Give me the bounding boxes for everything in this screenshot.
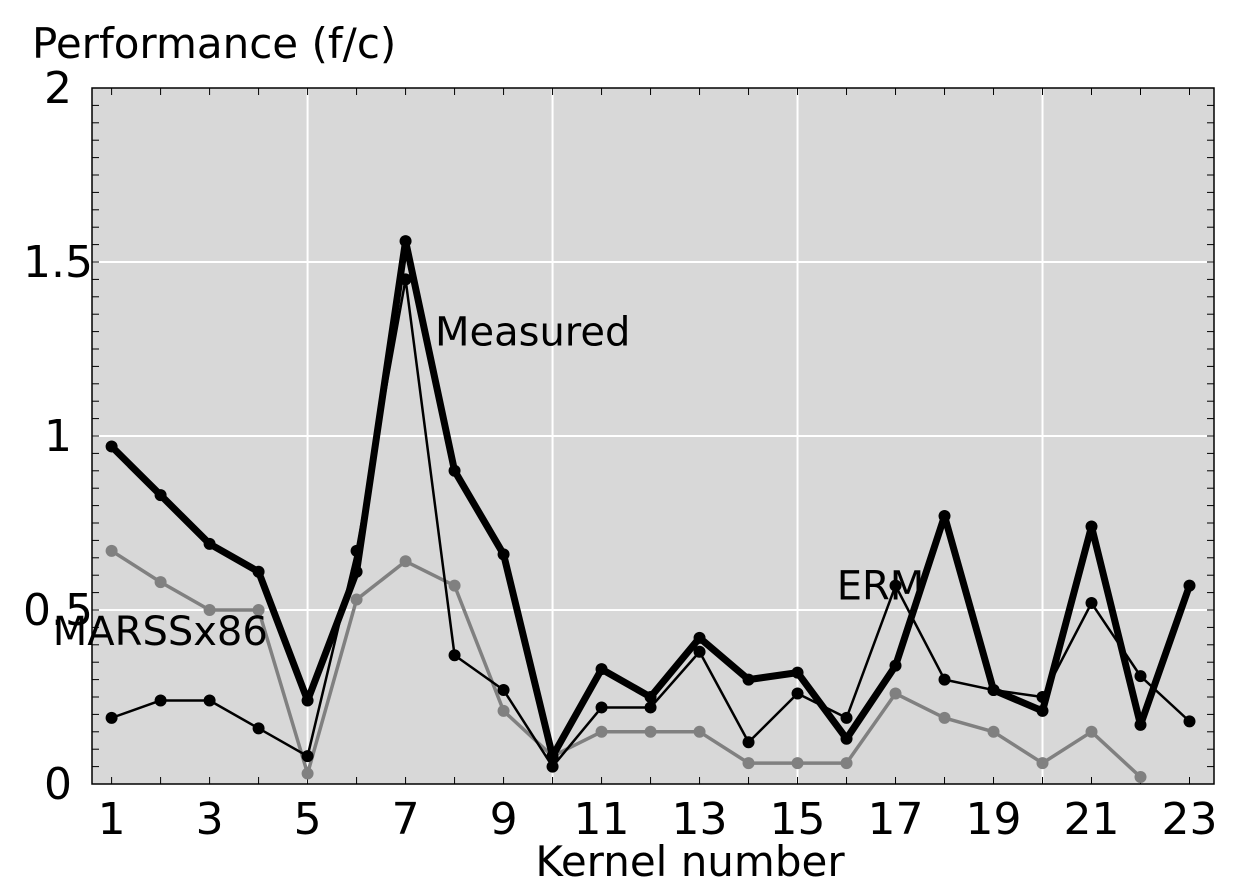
data-point-measured [1036,704,1049,717]
data-point-erm [1134,670,1147,683]
data-point-marssx86 [938,711,951,724]
x-tick-label: 5 [294,794,322,845]
data-point-erm [252,722,265,735]
data-point-erm [105,711,118,724]
plot-frame [91,87,1215,785]
x-tick-label: 9 [490,794,518,845]
data-point-measured [399,235,412,248]
data-point-marssx86 [448,579,461,592]
data-point-erm [742,736,755,749]
data-point-erm [203,694,216,707]
data-point-measured [595,663,608,676]
data-point-erm [497,684,510,697]
x-tick-label: 17 [868,794,924,845]
data-point-measured [1085,520,1098,533]
data-point-marssx86 [301,767,314,780]
data-point-marssx86 [105,544,118,557]
x-tick-label: 21 [1064,794,1120,845]
annotation-erm: ERM [837,564,925,610]
x-axis-title: Kernel number [535,837,845,886]
data-point-measured [350,565,363,578]
data-point-erm [1085,597,1098,610]
data-point-measured [791,666,804,679]
y-tick-labels: 0 0.5 1 1.5 2 [23,63,93,810]
data-point-measured [252,565,265,578]
data-point-erm [595,701,608,714]
data-point-erm [301,750,314,763]
data-point-marssx86 [350,593,363,606]
data-point-marssx86 [987,725,1000,738]
data-point-marssx86 [203,604,216,616]
series-line-marssx86 [109,549,1143,779]
data-point-measured [693,631,706,644]
data-point-erm [644,701,657,714]
series-erm-group [105,273,1196,773]
x-tick-label: 13 [672,794,728,845]
y-tick-label: 0.5 [23,585,93,636]
data-point-marssx86 [889,687,902,700]
data-point-erm [448,649,461,662]
series-measured-group [105,235,1196,763]
data-point-marssx86 [644,725,657,738]
x-tick-label: 1 [98,794,126,845]
x-tick-labels: 1 3 5 7 9 11 13 15 17 19 21 23 [98,794,1218,845]
data-point-erm [693,645,706,658]
data-point-marssx86 [399,555,412,568]
y-tick-label: 1 [44,411,72,462]
data-point-measured [987,684,1000,697]
data-point-measured [938,510,951,523]
data-point-marssx86 [1134,771,1147,784]
data-point-marssx86 [693,725,706,738]
data-point-erm [546,760,559,773]
x-tick-label: 3 [196,794,224,845]
data-point-measured [497,548,510,561]
data-point-marssx86 [1085,725,1098,738]
data-point-measured [644,691,657,703]
data-point-erm [1183,715,1196,728]
data-point-erm [938,673,951,686]
y-tick-label: 0 [44,759,72,810]
data-point-measured [448,464,461,477]
series-marssx86-group [105,544,1147,784]
minor-ticks [92,88,1214,784]
data-point-measured [301,694,314,707]
y-tick-label: 1.5 [23,237,93,288]
data-point-marssx86 [791,757,804,770]
x-tick-label: 23 [1162,794,1218,845]
data-point-measured [840,732,853,745]
data-point-measured [105,440,118,453]
data-point-marssx86 [497,704,510,717]
y-axis-title: Performance (f/c) [32,19,396,68]
data-point-measured [889,659,902,672]
data-point-measured [1134,718,1147,731]
data-point-measured [546,750,559,763]
data-point-marssx86 [1036,757,1049,770]
series-layer [105,235,1196,784]
x-tick-label: 19 [966,794,1022,845]
data-point-marssx86 [252,604,265,616]
data-point-measured [742,673,755,686]
data-point-erm [840,711,853,724]
x-tick-label: 7 [392,794,420,845]
x-tick-label: 11 [574,794,630,845]
annotation-measured: Measured [435,310,630,356]
data-point-measured [203,537,216,550]
data-point-erm [154,694,167,707]
data-point-erm [889,579,902,592]
data-point-measured [1183,579,1196,592]
grid-lines [92,88,1214,784]
data-point-erm [791,687,804,700]
data-point-measured [154,489,167,502]
data-point-marssx86 [742,757,755,770]
data-point-marssx86 [840,757,853,770]
annotations: Measured ERM MARSSx86 [53,310,925,655]
data-point-marssx86 [154,576,167,589]
x-tick-label: 15 [770,794,826,845]
data-point-marssx86 [595,725,608,738]
y-tick-label: 2 [44,63,72,114]
annotation-marssx86: MARSSx86 [53,609,268,655]
